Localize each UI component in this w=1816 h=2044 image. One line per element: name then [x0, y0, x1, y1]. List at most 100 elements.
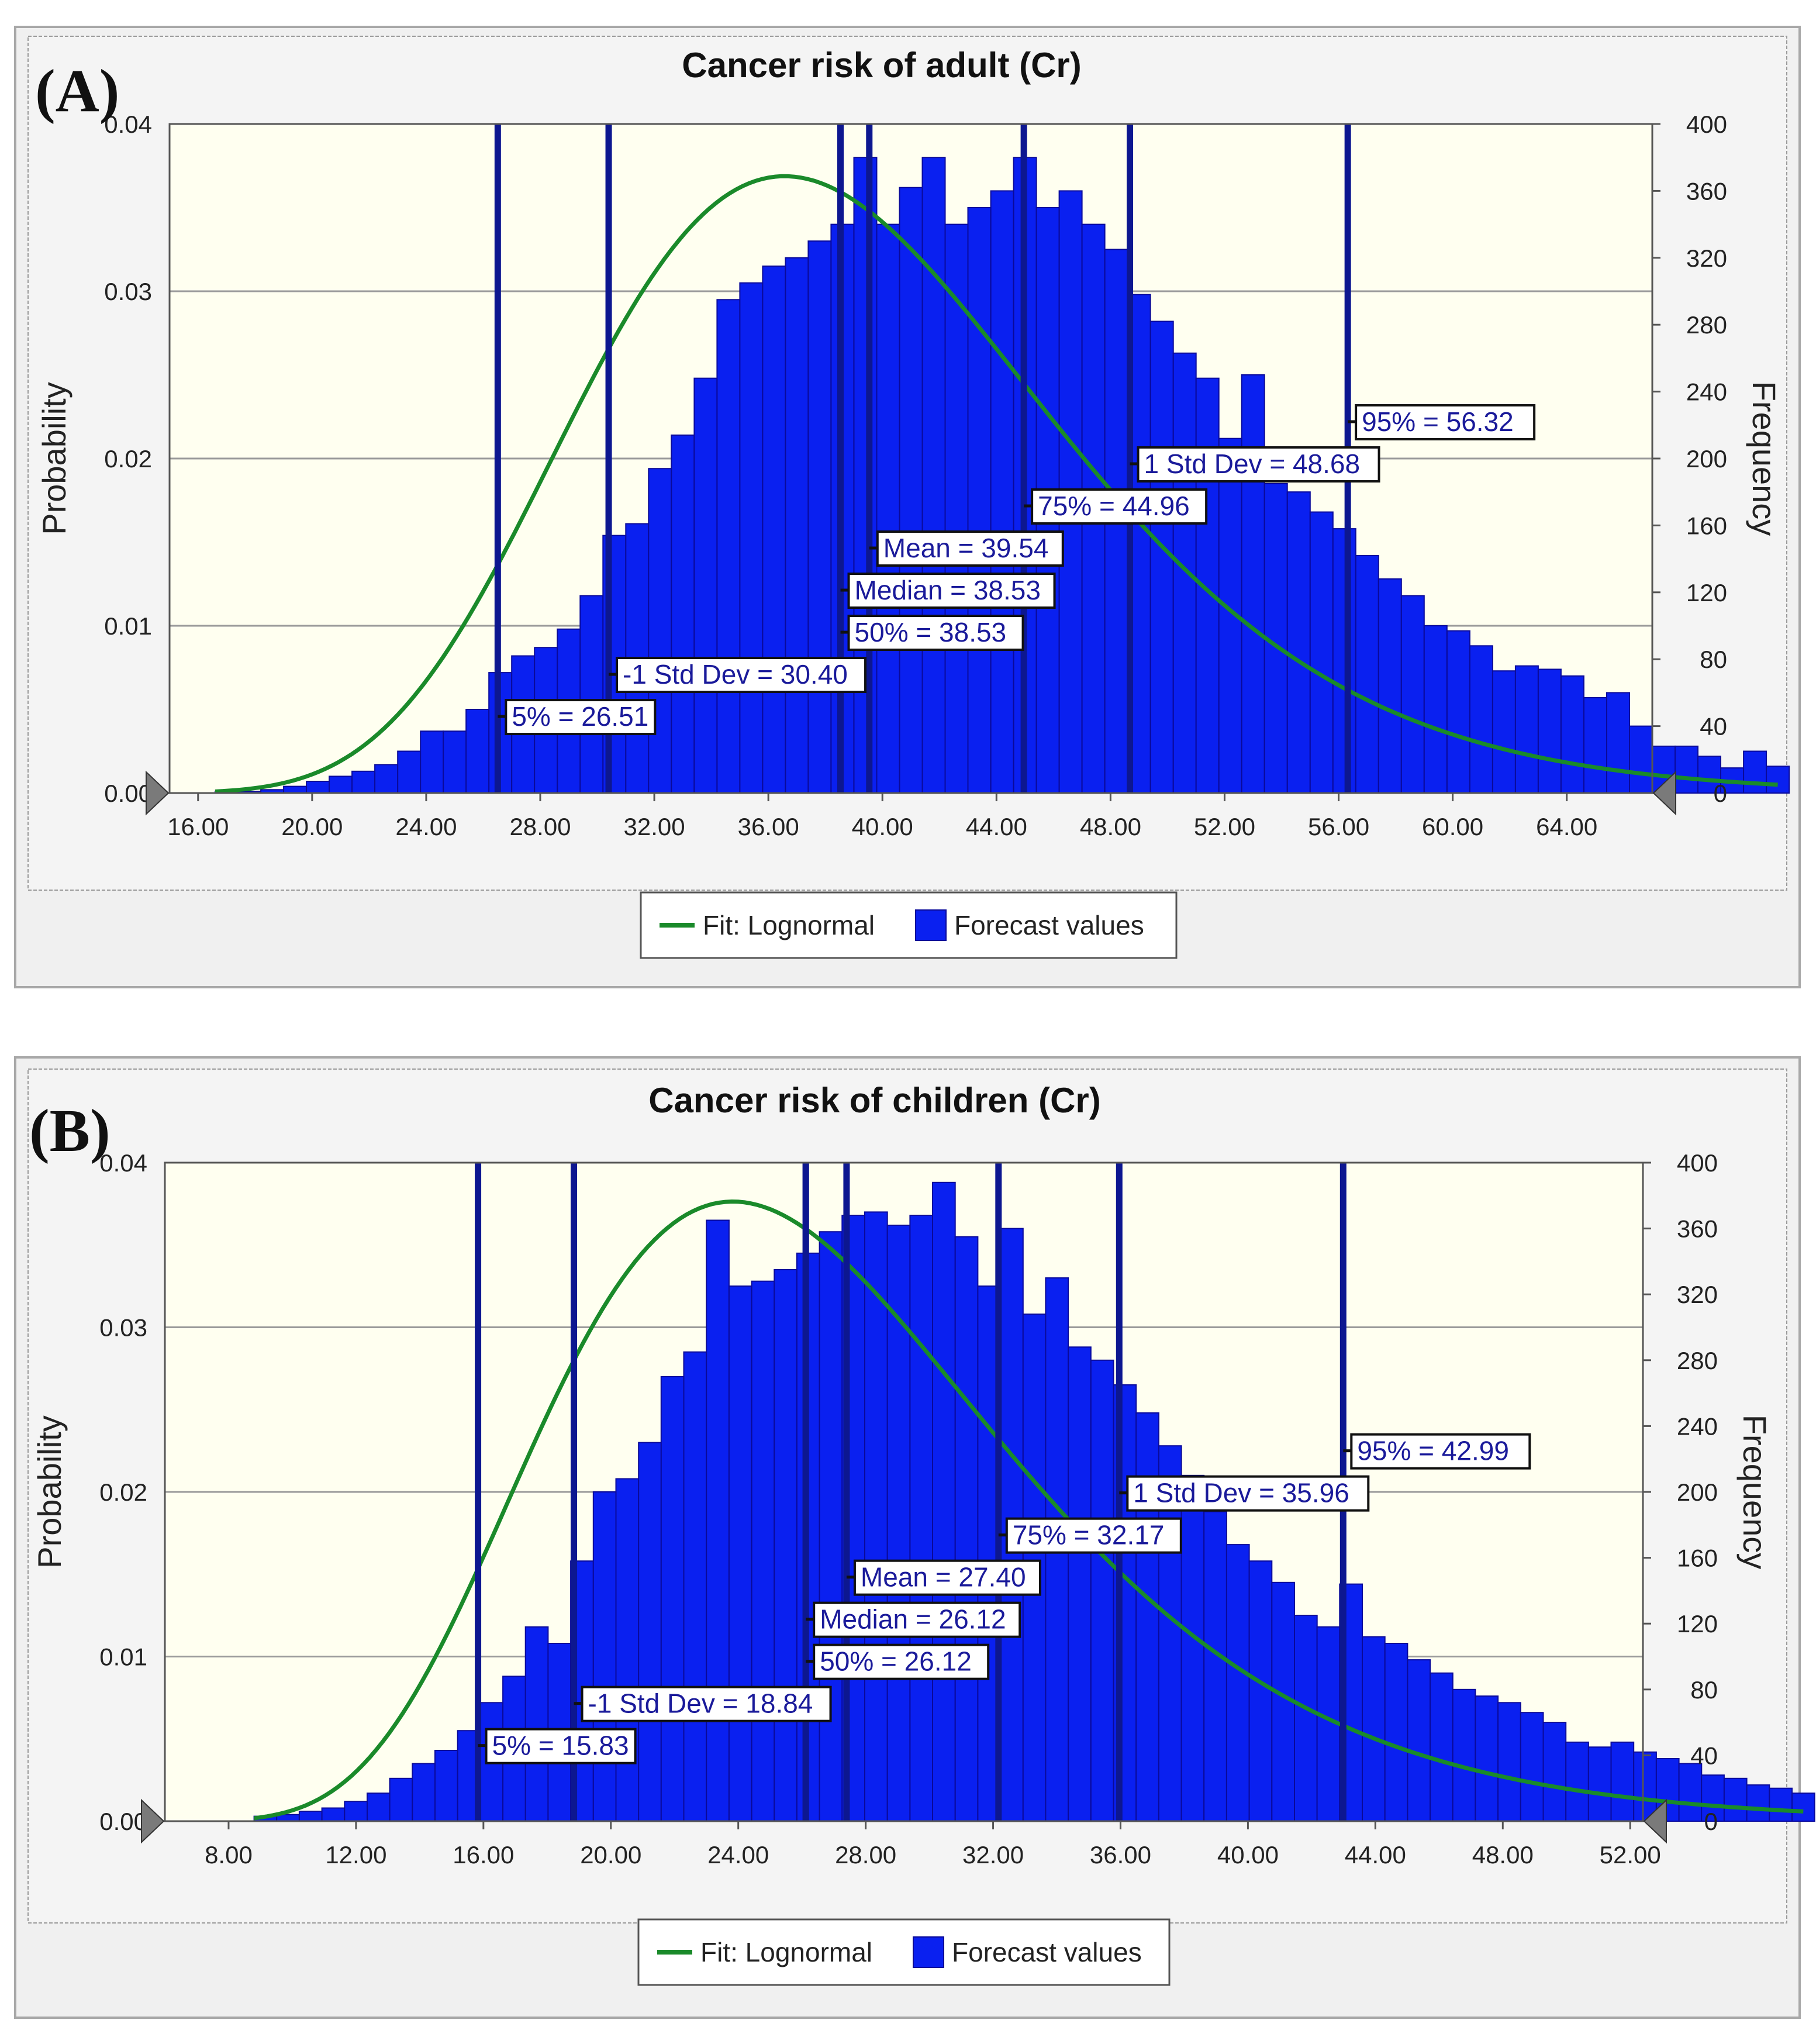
- x-tick-label: 24.00: [707, 1841, 769, 1869]
- x-tick-label: 20.00: [281, 813, 343, 840]
- histogram-bar: [1407, 1659, 1431, 1822]
- histogram-bar: [1743, 750, 1767, 794]
- x-tick-label: 32.00: [962, 1841, 1024, 1869]
- histogram-bar: [819, 1231, 843, 1822]
- histogram-bar: [1430, 1672, 1454, 1822]
- y-axis-title: Probability: [31, 1415, 68, 1568]
- histogram-bar: [807, 240, 832, 794]
- panel-label: (B): [29, 1097, 111, 1164]
- histogram-bar: [921, 157, 946, 794]
- histogram-bar: [1225, 1544, 1250, 1822]
- y2-tick-label: 0: [1704, 1808, 1718, 1835]
- histogram-bar: [434, 1750, 458, 1822]
- histogram-bar: [693, 377, 718, 794]
- annotation-box: [1137, 446, 1380, 483]
- histogram-bar: [1090, 1359, 1114, 1822]
- annotation-box: [1005, 1517, 1182, 1554]
- x-tick-label: 60.00: [1422, 813, 1483, 840]
- x-tick-label: 28.00: [509, 813, 571, 840]
- y-tick-label: 0.00: [104, 780, 152, 807]
- x-tick-label: 64.00: [1536, 813, 1597, 840]
- histogram-bar: [306, 781, 330, 794]
- histogram-bar: [1332, 528, 1356, 794]
- x-tick-label: 52.00: [1194, 813, 1255, 840]
- histogram-bar: [367, 1793, 391, 1822]
- histogram-bar: [1769, 1787, 1793, 1822]
- histogram-bar: [954, 1236, 979, 1822]
- histogram-bar: [1475, 1695, 1499, 1822]
- histogram-bar: [389, 1777, 413, 1822]
- y2-tick-label: 40: [1690, 1742, 1718, 1769]
- histogram-bar: [1248, 1560, 1273, 1822]
- annotation-label: Median = 38.53: [855, 575, 1041, 605]
- y2-tick-label: 120: [1686, 579, 1727, 606]
- legend: Fit: Lognormal Forecast values: [637, 1918, 1171, 1986]
- histogram-bar: [1172, 352, 1197, 794]
- histogram-bar: [397, 750, 422, 794]
- histogram-bar: [1560, 675, 1584, 794]
- y2-tick-label: 80: [1700, 646, 1727, 673]
- annotation-label: 75% = 44.96: [1038, 491, 1190, 521]
- annotation-box: [813, 1643, 990, 1680]
- x-tick-label: 52.00: [1600, 1841, 1661, 1869]
- annotation-box: [581, 1685, 832, 1722]
- annotation-box: [813, 1601, 1021, 1638]
- histogram-bar: [706, 1219, 730, 1822]
- histogram-bar: [909, 1215, 934, 1822]
- annotation-label: 1 Std Dev = 48.68: [1144, 449, 1361, 479]
- histogram-bar: [671, 435, 695, 794]
- annotation-box: [505, 699, 657, 736]
- annotation-label: 50% = 26.12: [820, 1646, 972, 1677]
- histogram-bar: [785, 257, 809, 794]
- y-axis-title: Probability: [36, 382, 72, 535]
- annotation-label: 95% = 56.32: [1362, 406, 1514, 437]
- x-tick-label: 32.00: [624, 813, 685, 840]
- histogram-bar: [886, 1225, 911, 1822]
- legend-frame: [640, 891, 1178, 959]
- histogram-bar: [683, 1351, 707, 1822]
- histogram-bar: [615, 1478, 640, 1822]
- annotation-label: 5% = 26.51: [512, 701, 648, 732]
- legend-frame: [637, 1918, 1171, 1986]
- annotation-box: [853, 1559, 1041, 1596]
- annotation-box: [616, 657, 867, 694]
- y2-axis-title: Frequency: [1746, 381, 1783, 536]
- histogram-bar: [374, 764, 399, 794]
- x-tick-label: 16.00: [453, 1841, 514, 1869]
- annotation-label: Mean = 39.54: [883, 533, 1049, 563]
- histogram-bar: [1766, 766, 1790, 794]
- panel-label: (A): [35, 57, 119, 125]
- legend-bars-swatch: [913, 1936, 944, 1968]
- histogram-bar: [762, 266, 786, 794]
- histogram-bar: [420, 730, 444, 794]
- y2-tick-label: 280: [1686, 311, 1727, 339]
- histogram-bar: [524, 1626, 549, 1822]
- histogram-bar: [1362, 1636, 1386, 1822]
- histogram-bar: [1286, 491, 1311, 794]
- histogram-bar: [932, 1181, 956, 1822]
- y-tick-label: 0.02: [104, 445, 152, 473]
- annotation-box: [847, 573, 1056, 609]
- histogram-bar: [1629, 725, 1653, 794]
- y2-tick-label: 400: [1677, 1149, 1718, 1177]
- y-tick-label: 0.00: [99, 1808, 147, 1835]
- histogram-bar: [1492, 670, 1516, 794]
- histogram-bar: [1294, 1615, 1318, 1822]
- annotation-label: 1 Std Dev = 35.96: [1133, 1478, 1349, 1508]
- y2-tick-label: 40: [1700, 713, 1727, 740]
- legend-fit-label: Fit: Lognormal: [703, 910, 875, 940]
- x-tick-label: 16.00: [167, 813, 229, 840]
- histogram-bar: [648, 468, 672, 794]
- histogram-bar: [944, 223, 969, 794]
- histogram-bar: [443, 730, 467, 794]
- annotation-box: [485, 1728, 637, 1764]
- histogram-bar: [298, 1811, 323, 1822]
- y2-tick-label: 200: [1686, 445, 1727, 473]
- y2-tick-label: 0: [1714, 780, 1727, 807]
- histogram-bar: [465, 709, 490, 794]
- histogram-bar: [967, 207, 992, 794]
- x-tick-label: 36.00: [1090, 1841, 1151, 1869]
- legend-bars-label: Forecast values: [954, 910, 1144, 940]
- annotation-label: Mean = 27.40: [861, 1562, 1026, 1593]
- histogram-bar: [774, 1269, 798, 1822]
